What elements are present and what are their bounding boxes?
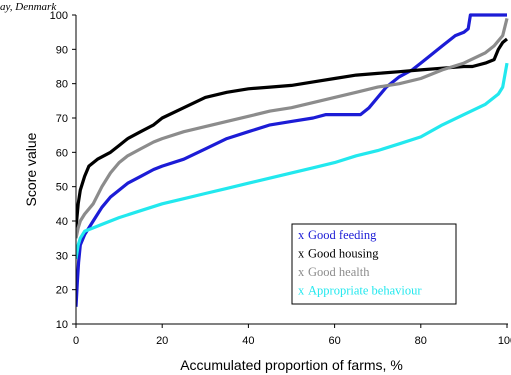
x-tick-label-1: 20 bbox=[156, 335, 168, 347]
legend-entry-0: Good feeding bbox=[308, 228, 377, 242]
y-tick-label-8: 90 bbox=[56, 44, 68, 56]
x-tick-label-0: 0 bbox=[73, 335, 79, 347]
y-tick-label-9: 100 bbox=[50, 10, 68, 22]
y-tick-label-4: 50 bbox=[56, 182, 68, 194]
legend-entry-1: Good housing bbox=[308, 247, 379, 261]
legend-marker-3: x bbox=[298, 284, 305, 298]
legend-box bbox=[291, 223, 457, 305]
x-axis-label: Accumulated proportion of farms, % bbox=[180, 357, 403, 373]
legend-entry-3: Appropriate behaviour bbox=[308, 284, 422, 298]
y-tick-label-3: 40 bbox=[56, 216, 68, 228]
series-line-0 bbox=[76, 13, 507, 307]
y-tick-label-2: 30 bbox=[56, 250, 68, 262]
series-group bbox=[76, 13, 509, 307]
y-tick-label-0: 10 bbox=[56, 319, 68, 331]
legend-marker-1: x bbox=[298, 247, 305, 261]
series-line-3 bbox=[76, 62, 509, 260]
x-tick-label-4: 80 bbox=[415, 335, 427, 347]
y-tick-label-6: 70 bbox=[56, 113, 68, 125]
y-tick-label-5: 60 bbox=[56, 147, 68, 159]
corner-caption: ay, Denmark bbox=[0, 1, 57, 13]
x-tick-label-2: 40 bbox=[242, 335, 254, 347]
legend-marker-2: x bbox=[298, 265, 305, 279]
x-tick-label-3: 60 bbox=[328, 335, 340, 347]
series-line-2 bbox=[76, 18, 509, 239]
y-axis-label: Score value bbox=[23, 132, 39, 206]
legend-entry-2: Good health bbox=[308, 265, 370, 279]
y-tick-label-1: 20 bbox=[56, 285, 68, 297]
x-tick-label-5: 100 bbox=[498, 335, 511, 347]
legend-marker-0: x bbox=[298, 228, 305, 242]
y-tick-label-7: 80 bbox=[56, 79, 68, 91]
series-line-1 bbox=[76, 37, 509, 229]
